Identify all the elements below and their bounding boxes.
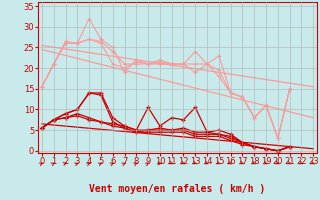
Text: Vent moyen/en rafales ( km/h ): Vent moyen/en rafales ( km/h ): [90, 184, 266, 194]
